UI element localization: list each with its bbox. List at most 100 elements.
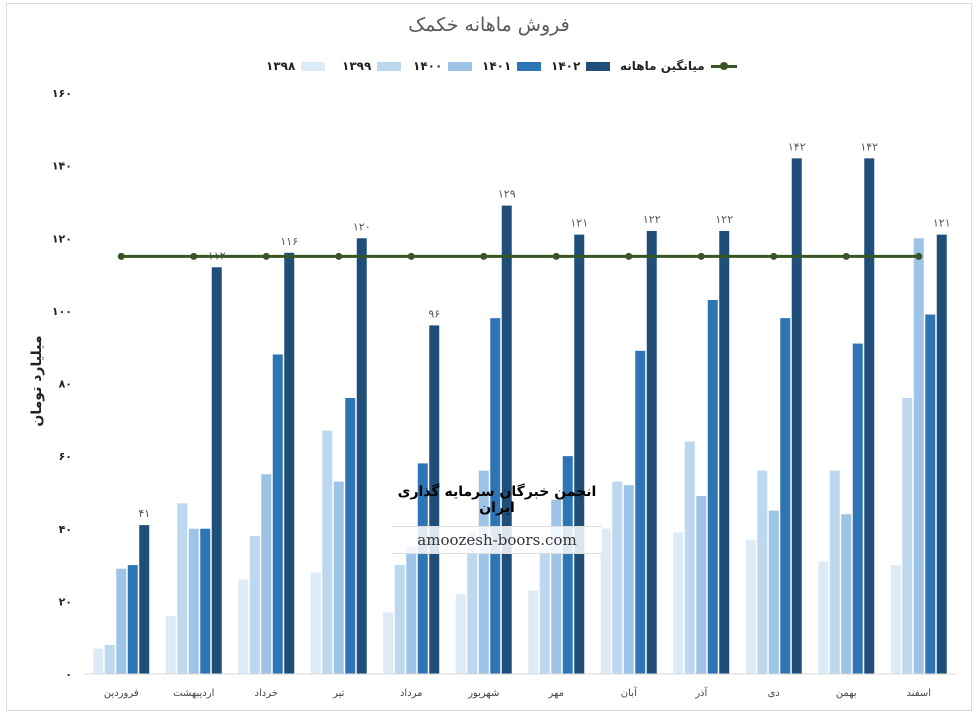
legend-marker xyxy=(719,61,728,70)
bar xyxy=(902,398,913,674)
legend-label: ۱۳۹۸ xyxy=(266,59,296,73)
data-label: ۱۲۰ xyxy=(353,220,371,233)
bar xyxy=(429,325,440,674)
data-label: ۱۲۱ xyxy=(570,217,588,230)
bar xyxy=(310,572,321,674)
watermark-url: amoozesh-boors.com xyxy=(392,526,602,554)
x-tick-label: اسفند xyxy=(907,688,931,699)
y-tick-label: ۶۰ xyxy=(59,450,72,463)
data-label: ۱۲۱ xyxy=(933,217,951,230)
bar xyxy=(322,430,333,674)
y-tick-label: ۸۰ xyxy=(59,378,72,391)
bar xyxy=(890,565,901,674)
bar xyxy=(490,318,501,674)
data-label: ۹۶ xyxy=(428,307,440,320)
bar xyxy=(139,525,150,674)
legend-swatch xyxy=(517,61,542,71)
average-marker xyxy=(407,252,415,260)
bar xyxy=(165,615,176,674)
bar xyxy=(673,532,684,674)
legend-item: ۱۳۹۹ xyxy=(342,56,402,76)
x-tick-label: مهر xyxy=(548,688,564,699)
x-tick-label: آذر xyxy=(694,686,708,699)
legend-swatch xyxy=(448,61,473,71)
x-tick-label: تیر xyxy=(332,688,345,699)
bar xyxy=(925,314,936,674)
bar xyxy=(600,528,611,674)
bar xyxy=(333,481,344,674)
bar xyxy=(539,546,550,674)
bar xyxy=(249,536,260,674)
bar xyxy=(455,594,466,674)
chart-legend: میانگین ماهانه ۱۳۹۸ ۱۳۹۹ ۱۴۰۰ ۱۴۰۱ ۱۴۰۲ xyxy=(0,56,978,76)
bar xyxy=(200,528,211,674)
x-tick-label: مرداد xyxy=(400,688,423,699)
data-label: ۱۲۹ xyxy=(498,188,516,201)
average-marker xyxy=(915,252,923,260)
legend-item: ۱۴۰۱ xyxy=(482,56,542,76)
bar xyxy=(284,252,295,674)
bar xyxy=(211,267,222,674)
average-marker xyxy=(552,252,560,260)
bar xyxy=(696,496,707,674)
average-marker xyxy=(262,252,270,260)
average-marker xyxy=(842,252,850,260)
legend-item: ۱۴۰۲ xyxy=(551,56,611,76)
chart-frame xyxy=(6,3,972,711)
bar xyxy=(791,158,802,675)
bar xyxy=(684,441,695,674)
average-marker xyxy=(625,252,633,260)
bar xyxy=(913,238,924,674)
bar xyxy=(394,565,405,674)
bar xyxy=(562,456,573,674)
y-tick-label: ۱۶۰ xyxy=(52,87,72,100)
bar xyxy=(467,532,478,674)
data-label: ۴۱ xyxy=(138,507,150,520)
average-marker xyxy=(190,252,198,260)
bar xyxy=(188,528,199,674)
bar xyxy=(780,318,791,674)
legend-swatch xyxy=(301,61,326,71)
average-marker xyxy=(335,252,343,260)
x-tick-label: بهمن xyxy=(836,688,857,699)
bar xyxy=(501,205,512,674)
bar xyxy=(719,230,730,675)
bar xyxy=(646,230,657,675)
bar xyxy=(864,158,875,675)
chart-title: فروش ماهانه خکمک xyxy=(408,14,570,36)
bar xyxy=(829,470,840,674)
x-tick-label: دی xyxy=(768,688,780,699)
x-tick-label: شهریور xyxy=(467,688,499,699)
bar xyxy=(841,514,852,674)
bar xyxy=(345,398,356,674)
data-label: ۱۲۲ xyxy=(643,213,661,226)
bar xyxy=(104,644,115,674)
data-label: ۱۱۶ xyxy=(280,235,298,248)
bar xyxy=(574,234,585,674)
bar xyxy=(383,612,394,674)
bar xyxy=(528,590,539,674)
data-label: ۱۴۲ xyxy=(788,140,806,153)
data-label: ۱۴۲ xyxy=(860,140,878,153)
bar xyxy=(417,463,428,674)
bar xyxy=(116,568,127,674)
average-marker xyxy=(770,252,778,260)
x-tick-label: اردیبهشت xyxy=(173,688,214,699)
average-marker xyxy=(117,252,125,260)
bar xyxy=(745,539,756,674)
bar xyxy=(272,354,283,674)
bar xyxy=(551,499,562,674)
x-tick-label: آبان xyxy=(621,686,638,699)
data-label: ۱۲۲ xyxy=(715,213,733,226)
y-tick-label: ۴۰ xyxy=(59,523,72,536)
bar xyxy=(356,238,367,674)
legend-label: ۱۴۰۰ xyxy=(413,59,443,73)
bar xyxy=(261,474,272,674)
y-tick-label: ۱۴۰ xyxy=(52,160,72,173)
bar xyxy=(612,481,623,674)
bar xyxy=(93,648,104,674)
legend-label: ۱۳۹۹ xyxy=(342,59,372,73)
legend-item: ۱۳۹۸ xyxy=(266,56,326,76)
average-marker xyxy=(697,252,705,260)
